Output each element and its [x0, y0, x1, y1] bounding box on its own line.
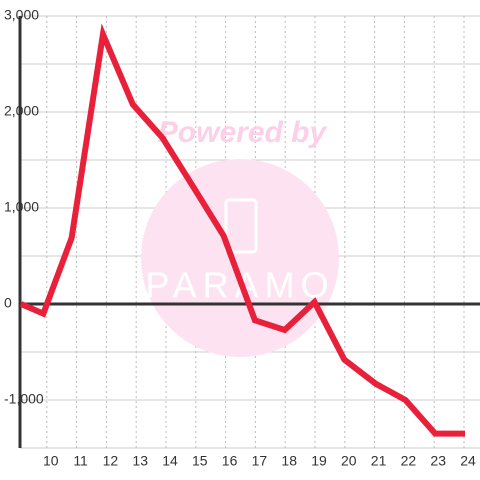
- x-tick-label: 17: [252, 453, 268, 469]
- x-tick-label: 11: [73, 453, 88, 469]
- watermark-text: Powered by: [158, 116, 328, 149]
- x-tick-label: 22: [401, 453, 417, 469]
- x-tick-label: 23: [430, 453, 446, 469]
- x-tick-label: 20: [341, 453, 357, 469]
- x-tick-label: 10: [43, 453, 59, 469]
- watermark-circle: [141, 159, 339, 357]
- y-tick-label: 0: [4, 295, 12, 311]
- x-tick-label: 15: [192, 453, 208, 469]
- line: [19, 23, 466, 437]
- x-tick-label: 24: [460, 453, 476, 469]
- watermark-icon: [224, 198, 258, 254]
- x-tick-label: 13: [132, 453, 148, 469]
- x-tick-label: 16: [222, 453, 238, 469]
- y-tick-label: 3,000: [4, 7, 39, 23]
- x-tick-label: 12: [103, 453, 119, 469]
- x-tick-label: 21: [371, 453, 387, 469]
- x-tick-label: 18: [281, 453, 297, 469]
- y-tick-label: 1,000: [4, 199, 39, 215]
- y-tick-label: -1,000: [4, 391, 44, 407]
- y-tick-label: 2,000: [4, 103, 39, 119]
- x-tick-label: 19: [311, 453, 327, 469]
- x-tick-label: 14: [162, 453, 178, 469]
- watermark: Powered by PARAMO: [141, 116, 339, 357]
